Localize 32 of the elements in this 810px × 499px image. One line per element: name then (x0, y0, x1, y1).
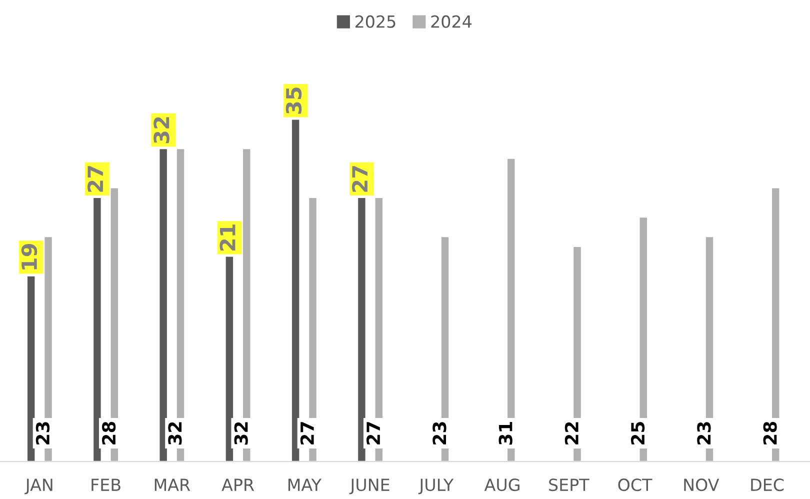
x-tick-label: NOV (684, 478, 720, 492)
x-tick-label: JUNE (349, 478, 390, 494)
x-tick-label: OCT (618, 478, 652, 492)
data-label: 27 (300, 422, 314, 444)
data-label: 25 (630, 422, 645, 444)
data-label: 23 (697, 422, 711, 444)
data-label: 27 (87, 166, 103, 192)
x-tick-label: SEPT (549, 478, 590, 492)
x-tick-label: AUG (484, 478, 520, 492)
data-label: 32 (154, 117, 170, 144)
legend-label: 2024 (431, 15, 472, 28)
data-label: 32 (234, 422, 248, 445)
x-tick-label: MAY (288, 478, 322, 491)
data-label: 27 (352, 166, 368, 192)
data-label: 23 (432, 422, 446, 444)
data-label: 22 (564, 422, 578, 444)
legend-label: 2025 (355, 15, 396, 28)
x-tick-label: DEC (751, 478, 784, 492)
data-label: 19 (21, 244, 38, 270)
data-label: 32 (168, 422, 182, 445)
x-tick-label: JAN (24, 478, 52, 494)
data-label: 28 (102, 422, 116, 444)
x-tick-label: JULY (418, 478, 454, 494)
data-label: 23 (36, 422, 50, 444)
data-label: 28 (763, 422, 777, 444)
data-label: 31 (498, 422, 512, 445)
data-label: 35 (286, 88, 302, 114)
data-label: 21 (220, 224, 236, 250)
x-tick-label: APR (222, 478, 254, 491)
x-tick-label: MAR (154, 478, 190, 491)
data-label: 27 (366, 422, 380, 444)
x-tick-label: FEB (92, 478, 120, 491)
